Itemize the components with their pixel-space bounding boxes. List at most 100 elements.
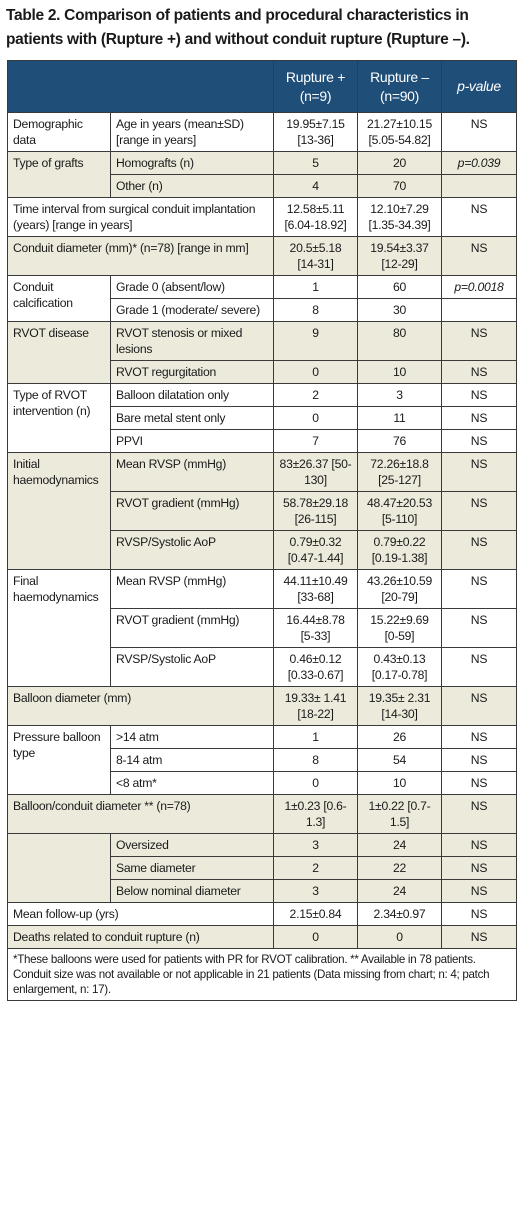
table-row: Conduit diameter (mm)* (n=78) [range in … xyxy=(7,236,517,276)
cell-rupture-minus: 80 xyxy=(357,321,442,361)
row-subcategory: RVOT regurgitation xyxy=(110,360,274,384)
cell-p-value: NS xyxy=(441,491,517,531)
cell-rupture-minus: 11 xyxy=(357,406,442,430)
cell-rupture-plus: 16.44±8.78 [5-33] xyxy=(273,608,358,648)
p-value-text: p=0.039 xyxy=(457,156,501,170)
cell-rupture-minus: 72.26±18.8 [25-127] xyxy=(357,452,442,492)
cell-rupture-plus: 20.5±5.18 [14-31] xyxy=(273,236,358,276)
row-subcategory: Grade 0 (absent/low) xyxy=(110,275,274,299)
row-label: Time interval from surgical conduit impl… xyxy=(7,197,274,237)
row-subcategory: RVOT stenosis or mixed lesions xyxy=(110,321,274,361)
row-subcategory: RVSP/Systolic AoP xyxy=(110,647,274,687)
cell-rupture-plus: 3 xyxy=(273,833,358,857)
table-row: Grade 1 (moderate/ severe) 8 30 xyxy=(7,298,517,322)
cell-p-value: NS xyxy=(441,452,517,492)
row-subcategory: Other (n) xyxy=(110,174,274,198)
row-label: Balloon diameter (mm) xyxy=(7,686,274,726)
cell-rupture-plus: 9 xyxy=(273,321,358,361)
cell-rupture-minus: 0.79±0.22 [0.19-1.38] xyxy=(357,530,442,570)
cell-rupture-plus: 5 xyxy=(273,151,358,175)
cell-p-value xyxy=(441,298,517,322)
row-label: Deaths related to conduit rupture (n) xyxy=(7,925,274,949)
cell-rupture-minus: 24 xyxy=(357,833,442,857)
cell-p-value: NS xyxy=(441,321,517,361)
cell-rupture-plus: 19.33± 1.41 [18-22] xyxy=(273,686,358,726)
table-row: Balloon/conduit diameter ** (n=78) 1±0.2… xyxy=(7,794,517,834)
cell-p-value: NS xyxy=(441,406,517,430)
cell-rupture-minus: 3 xyxy=(357,383,442,407)
table-row: Oversized 3 24 NS xyxy=(7,833,517,903)
cell-rupture-minus: 2.34±0.97 xyxy=(357,902,442,926)
cell-rupture-minus: 20 xyxy=(357,151,442,175)
row-category: Type of RVOT intervention (n) xyxy=(7,383,111,453)
cell-rupture-minus: 70 xyxy=(357,174,442,198)
row-category: Pressure balloon type xyxy=(7,725,111,795)
cell-p-value: NS xyxy=(441,925,517,949)
row-label: Conduit diameter (mm)* (n=78) [range in … xyxy=(7,236,274,276)
row-category: Type of grafts xyxy=(7,151,111,198)
row-subcategory: Below nominal diameter xyxy=(110,879,274,903)
cell-rupture-plus: 4 xyxy=(273,174,358,198)
cell-rupture-minus: 10 xyxy=(357,360,442,384)
cell-rupture-minus: 19.54±3.37 [12-29] xyxy=(357,236,442,276)
cell-rupture-plus: 7 xyxy=(273,429,358,453)
cell-p-value: NS xyxy=(441,383,517,407)
cell-p-value: NS xyxy=(441,902,517,926)
header-p-value: p-value xyxy=(441,60,517,113)
cell-rupture-minus: 19.35± 2.31 [14-30] xyxy=(357,686,442,726)
cell-rupture-minus: 15.22±9.69 [0-59] xyxy=(357,608,442,648)
cell-rupture-minus: 1±0.22 [0.7-1.5] xyxy=(357,794,442,834)
cell-p-value: NS xyxy=(441,725,517,749)
table-row: Type of grafts Homografts (n) 5 20 p=0.0… xyxy=(7,151,517,198)
cell-rupture-minus: 22 xyxy=(357,856,442,880)
row-subcategory: Age in years (mean±SD) [range in years] xyxy=(110,112,274,152)
cell-p-value: NS xyxy=(441,608,517,648)
table-row: Mean follow-up (yrs) 2.15±0.84 2.34±0.97… xyxy=(7,902,517,926)
table-row: Initial haemodynamics Mean RVSP (mmHg) 8… xyxy=(7,452,517,570)
cell-rupture-minus: 43.26±10.59 [20-79] xyxy=(357,569,442,609)
comparison-table: Rupture + (n=9) Rupture – (n=90) p-value… xyxy=(7,60,517,1001)
cell-rupture-minus: 24 xyxy=(357,879,442,903)
cell-p-value: NS xyxy=(441,856,517,880)
row-subcategory: >14 atm xyxy=(110,725,274,749)
header-row: Rupture + (n=9) Rupture – (n=90) p-value xyxy=(7,60,517,113)
table-title: Table 2. Comparison of patients and proc… xyxy=(6,7,470,48)
cell-rupture-plus: 0 xyxy=(273,771,358,795)
cell-rupture-plus: 0 xyxy=(273,925,358,949)
row-subcategory: RVOT gradient (mmHg) xyxy=(110,608,274,648)
row-subcategory: Oversized xyxy=(110,833,274,857)
row-subcategory: Bare metal stent only xyxy=(110,406,274,430)
table-row: RVOT regurgitation 0 10 NS xyxy=(7,360,517,384)
header-blank xyxy=(7,60,274,113)
cell-p-value: NS xyxy=(441,748,517,772)
table-row: Same diameter 2 22 NS xyxy=(7,856,517,880)
row-subcategory: PPVI xyxy=(110,429,274,453)
cell-rupture-plus: 1±0.23 [0.6-1.3] xyxy=(273,794,358,834)
cell-rupture-minus: 0 xyxy=(357,925,442,949)
cell-rupture-plus: 2 xyxy=(273,856,358,880)
cell-rupture-plus: 8 xyxy=(273,748,358,772)
cell-rupture-minus: 30 xyxy=(357,298,442,322)
row-category-empty xyxy=(7,833,111,903)
table-row: <8 atm* 0 10 NS xyxy=(7,771,517,795)
footnote-row: *These balloons were used for patients w… xyxy=(7,948,517,1001)
row-category: Final haemodynamics xyxy=(7,569,111,687)
row-subcategory: Mean RVSP (mmHg) xyxy=(110,569,274,609)
cell-rupture-plus: 0 xyxy=(273,406,358,430)
cell-rupture-minus: 76 xyxy=(357,429,442,453)
table-row: Pressure balloon type >14 atm 1 26 NS xyxy=(7,725,517,795)
cell-rupture-plus: 0 xyxy=(273,360,358,384)
cell-rupture-minus: 26 xyxy=(357,725,442,749)
row-subcategory: RVSP/Systolic AoP xyxy=(110,530,274,570)
cell-rupture-minus: 54 xyxy=(357,748,442,772)
table-row: Final haemodynamics Mean RVSP (mmHg) 44.… xyxy=(7,569,517,687)
row-category: Conduit calcification xyxy=(7,275,111,322)
cell-rupture-plus: 2.15±0.84 xyxy=(273,902,358,926)
cell-rupture-plus: 58.78±29.18 [26-115] xyxy=(273,491,358,531)
cell-p-value: p=0.0018 xyxy=(441,275,517,299)
cell-rupture-minus: 10 xyxy=(357,771,442,795)
cell-p-value: NS xyxy=(441,647,517,687)
cell-p-value: NS xyxy=(441,686,517,726)
cell-rupture-plus: 3 xyxy=(273,879,358,903)
